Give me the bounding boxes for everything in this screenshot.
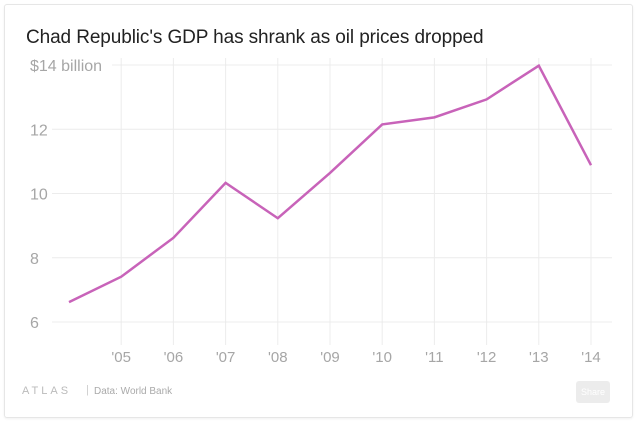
x-tick-label: '12 xyxy=(477,349,497,366)
y-tick-labels: 6 8 10 12 $14 billion xyxy=(30,58,102,332)
x-tick-label: '05 xyxy=(111,349,131,366)
share-button[interactable]: Share xyxy=(576,381,610,403)
x-tick-label: '11 xyxy=(425,349,443,366)
footer-separator: | xyxy=(86,384,89,396)
y-gridlines xyxy=(52,64,612,323)
series-group xyxy=(68,63,593,304)
y-tick-label: 8 xyxy=(30,251,39,268)
x-tick-label: '14 xyxy=(581,349,601,366)
data-source: Data: World Bank xyxy=(94,386,173,397)
x-tick-label: '13 xyxy=(529,349,549,366)
x-gridlines xyxy=(120,58,592,345)
x-tick-labels: '05 '06 '07 '08 '09 '10 '11 '12 '13 '14 xyxy=(111,349,600,366)
x-tick-label: '08 xyxy=(268,349,288,366)
y-tick-label: 12 xyxy=(30,122,48,139)
x-tick-label: '06 xyxy=(164,349,184,366)
x-tick-label: '07 xyxy=(216,349,236,366)
x-tick-label: '10 xyxy=(372,349,392,366)
y-tick-label: $14 billion xyxy=(30,58,102,75)
y-tick-label: 10 xyxy=(30,187,48,204)
atlas-logo[interactable]: ATLAS xyxy=(22,385,72,397)
x-tick-label: '09 xyxy=(320,349,340,366)
chart-title: Chad Republic's GDP has shrank as oil pr… xyxy=(26,27,484,48)
y-tick-label: 6 xyxy=(30,315,39,332)
